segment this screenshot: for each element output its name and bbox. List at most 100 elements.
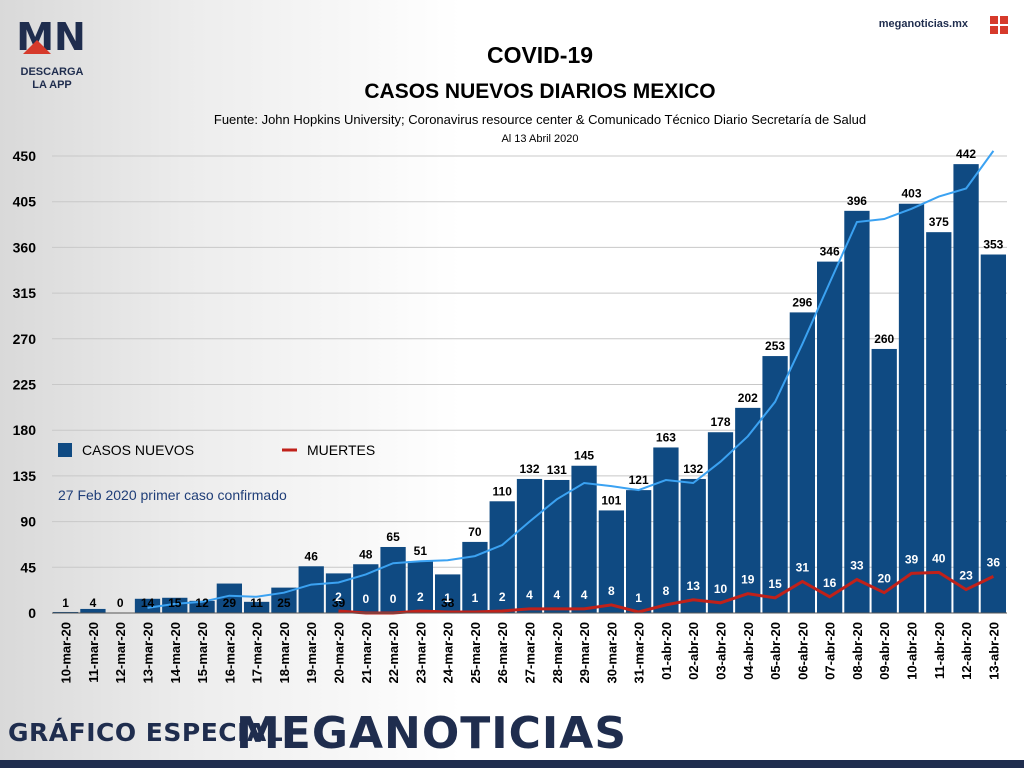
x-tick-label: 13-mar-20 <box>141 622 156 683</box>
bar-cases <box>544 479 570 613</box>
deaths-value-label: 20 <box>878 572 892 586</box>
site-url[interactable]: meganoticias.mx <box>878 18 968 30</box>
first-case-annotation: 27 Feb 2020 primer caso confirmado <box>58 487 287 503</box>
footer-special-label: GRÁFICO ESPECIAL <box>8 718 284 747</box>
x-axis: 10-mar-20 11-mar-20 12-mar-20 13-mar-20 14-m… <box>52 612 1007 683</box>
bar-cases <box>762 356 788 613</box>
bar-cases <box>926 232 952 613</box>
x-tick-label: 19-mar-20 <box>304 622 319 683</box>
bar-value-label: 253 <box>765 339 785 353</box>
x-tick-label: 13-abr-20 <box>986 622 1001 680</box>
bar-value-label: 145 <box>574 449 594 463</box>
bar-value-label: 15 <box>168 596 182 610</box>
x-tick-label: 01-abr-20 <box>659 622 674 680</box>
bar-value-label: 296 <box>792 295 812 309</box>
bar-cases <box>980 254 1006 613</box>
bar-value-label: 163 <box>656 430 676 444</box>
download-app-caption[interactable]: DESCARGA LA APP <box>14 66 90 92</box>
grid-icon[interactable] <box>990 16 1008 34</box>
bar-cases <box>817 261 843 613</box>
bar-cases <box>462 541 488 613</box>
y-tick-label: 135 <box>13 468 37 484</box>
bar-value-label: 353 <box>983 238 1003 252</box>
deaths-value-label: 16 <box>823 576 837 590</box>
bar-value-label: 14 <box>141 596 155 610</box>
bar-value-label: 375 <box>929 215 949 229</box>
x-tick-label: 06-abr-20 <box>795 622 810 680</box>
x-tick-label: 14-mar-20 <box>168 622 183 683</box>
chart-subtitle: CASOS NUEVOS DIARIOS MEXICO <box>364 80 716 103</box>
bar-value-label: 396 <box>847 194 867 208</box>
bar-value-label: 12 <box>195 596 209 610</box>
deaths-value-label: 33 <box>850 558 864 572</box>
y-tick-label: 90 <box>20 514 36 530</box>
y-tick-label: 270 <box>13 331 37 347</box>
footer-brand-name[interactable]: MEGANOTICIAS <box>236 708 628 759</box>
logo-accent-shape <box>23 40 51 54</box>
bar-value-label: 132 <box>519 462 539 476</box>
bar-value-label: 4 <box>90 596 97 610</box>
footer-bar <box>0 760 1024 768</box>
bar-cases <box>571 465 597 613</box>
bar-value-label: 25 <box>277 596 291 610</box>
x-tick-label: 17-mar-20 <box>250 622 265 683</box>
x-tick-label: 18-mar-20 <box>277 622 292 683</box>
deaths-value-label: 39 <box>905 552 919 566</box>
deaths-value-label: 36 <box>987 555 1001 569</box>
x-tick-label: 23-mar-20 <box>413 622 428 683</box>
x-tick-label: 09-abr-20 <box>877 622 892 680</box>
deaths-value-label: 10 <box>714 582 728 596</box>
deaths-value-label: 4 <box>581 588 588 602</box>
x-tick-label: 07-abr-20 <box>823 622 838 680</box>
bar-cases <box>134 598 161 613</box>
y-tick-label: 0 <box>28 605 36 621</box>
x-tick-label: 11-abr-20 <box>932 622 947 679</box>
bar-cases <box>871 348 897 613</box>
bar-value-label: 403 <box>901 187 921 201</box>
bar-value-label: 110 <box>493 484 513 498</box>
deaths-value-label: 2 <box>417 590 424 604</box>
bar-value-label: 11 <box>250 596 263 610</box>
deaths-value-label: 2 <box>335 590 342 604</box>
x-tick-label: 02-abr-20 <box>686 622 701 680</box>
bar-cases <box>435 574 461 613</box>
y-tick-label: 315 <box>13 285 37 301</box>
x-tick-label: 29-mar-20 <box>577 622 592 683</box>
bar-value-label: 65 <box>386 530 400 544</box>
chart-date: Al 13 Abril 2020 <box>501 133 579 145</box>
bar-value-label: 131 <box>547 463 567 477</box>
legend-deaths-label: MUERTES <box>307 442 375 458</box>
bar-cases <box>844 210 870 613</box>
deaths-value-label: 1 <box>635 591 642 605</box>
deaths-value-label: 4 <box>553 588 560 602</box>
y-tick-label: 360 <box>13 239 37 255</box>
logo-caption-line2: LA APP <box>32 79 72 91</box>
x-tick-label: 24-mar-20 <box>441 622 456 683</box>
bar-cases <box>953 164 979 613</box>
bar-value-label: 70 <box>468 525 482 539</box>
deaths-value-label: 0 <box>362 592 369 606</box>
meganoticias-logo[interactable]: MN <box>17 16 85 56</box>
bar-value-label: 132 <box>683 462 703 476</box>
x-tick-label: 31-mar-20 <box>632 622 647 683</box>
bar-cases <box>162 597 188 613</box>
bar-cases <box>244 601 270 613</box>
deaths-value-label: 8 <box>608 584 615 598</box>
deaths-value-label: 1 <box>472 591 479 605</box>
bar-value-label: 46 <box>305 549 319 563</box>
bar-cases <box>489 501 515 613</box>
x-tick-label: 20-mar-20 <box>332 622 347 683</box>
x-tick-label: 04-abr-20 <box>741 622 756 680</box>
bar-value-label: 178 <box>710 415 730 429</box>
x-tick-label: 08-abr-20 <box>850 622 865 680</box>
bar-cases <box>53 611 79 613</box>
bars <box>53 164 1006 613</box>
deaths-value-label: 8 <box>663 584 670 598</box>
deaths-value-label: 1 <box>444 591 451 605</box>
x-tick-label: 27-mar-20 <box>523 622 538 683</box>
bar-value-label: 0 <box>117 596 124 610</box>
deaths-value-label: 40 <box>932 551 946 565</box>
bar-cases <box>380 546 406 613</box>
